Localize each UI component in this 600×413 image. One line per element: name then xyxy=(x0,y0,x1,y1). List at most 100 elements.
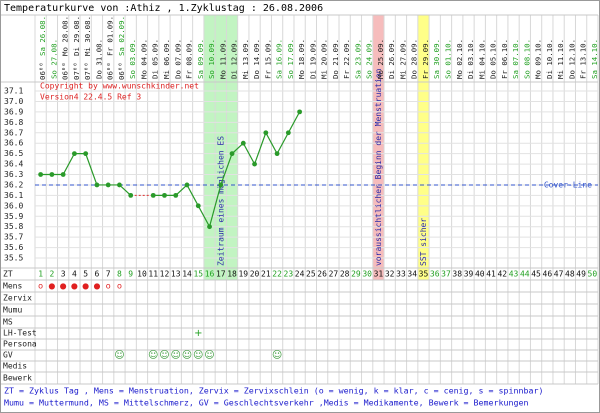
temperature-point xyxy=(297,109,303,115)
day-number: 16 xyxy=(205,270,215,279)
day-number: 49 xyxy=(576,270,586,279)
day-number: 41 xyxy=(486,270,496,279)
cover-line-label: Cover-Line xyxy=(544,180,592,189)
date-label: Fr 06.10. xyxy=(500,39,509,79)
date-label: So 03.09. xyxy=(128,39,137,79)
day-number: 20 xyxy=(250,270,260,279)
date-label: Mi 04.10. xyxy=(477,39,486,79)
temperature-point xyxy=(240,140,246,146)
y-tick-label: 36.0 xyxy=(4,201,23,210)
date-label: Mo 11.09. xyxy=(218,39,227,79)
temperature-point xyxy=(184,182,190,188)
y-tick-label: 35.5 xyxy=(4,254,23,263)
temperature-point xyxy=(263,130,269,136)
mens-symbol: o xyxy=(106,282,111,291)
time-label: 06⁰⁰ xyxy=(117,62,126,80)
temperature-point xyxy=(49,172,55,177)
date-label: Di 19.09. xyxy=(308,39,317,79)
day-number: 12 xyxy=(160,270,170,279)
gv-symbol: ☺ xyxy=(148,350,158,361)
day-number: 6 xyxy=(95,270,100,279)
gv-symbol: ☺ xyxy=(204,350,214,361)
mens-symbol: ● xyxy=(93,282,100,291)
date-label: So 01.10. xyxy=(443,39,452,79)
date-label: So 08.10. xyxy=(522,39,531,79)
date-label: Fr 13.10. xyxy=(579,39,588,79)
day-number: 15 xyxy=(193,270,203,279)
date-label: Do 05.10. xyxy=(489,39,498,79)
y-tick-label: 35.9 xyxy=(4,212,23,221)
date-label: So 10.09. xyxy=(207,39,216,79)
y-tick-label: 37.1 xyxy=(4,87,23,96)
day-number: 40 xyxy=(475,270,485,279)
background-layer xyxy=(203,15,430,280)
day-number: 10 xyxy=(137,270,147,279)
date-label: Di 10.10. xyxy=(545,39,554,79)
temperature-point xyxy=(173,192,179,198)
day-number: 35 xyxy=(419,270,429,279)
day-number: 50 xyxy=(588,270,598,279)
mens-symbol: ● xyxy=(71,282,78,291)
temperature-point xyxy=(229,151,235,157)
y-tick-label: 36.6 xyxy=(4,139,23,148)
date-label: Fr 22.09. xyxy=(342,39,351,79)
day-number: 34 xyxy=(407,270,417,279)
temperature-point xyxy=(150,192,156,198)
day-number: 2 xyxy=(49,270,54,279)
day-number: 30 xyxy=(362,270,372,279)
mens-symbol: o xyxy=(117,282,122,291)
day-number: 38 xyxy=(452,270,462,279)
date-label: Sa 07.10. xyxy=(511,39,520,79)
footer-line: Mumu = Muttermund, MS = Mittelschmerz, G… xyxy=(4,398,529,408)
band-label: Zeitraum eines möglichen ES xyxy=(216,136,225,266)
highlight-band xyxy=(417,15,430,280)
day-number: 45 xyxy=(531,270,541,279)
row-label: Zervix xyxy=(3,294,32,303)
mens-symbol: ● xyxy=(82,282,89,291)
day-number: 25 xyxy=(306,270,316,279)
day-number: 9 xyxy=(128,270,133,279)
time-label: 06⁰⁰ xyxy=(106,62,115,80)
date-label: Sa 30.09. xyxy=(432,39,441,79)
grid-layer xyxy=(1,14,599,385)
date-label: Mi 13.09. xyxy=(241,39,250,79)
date-label: Do 21.09. xyxy=(331,39,340,79)
time-label: 06⁰⁰ xyxy=(61,62,70,80)
band-label: voraussichtlicher Beginn der Menstruatio… xyxy=(374,68,383,266)
day-number: 13 xyxy=(171,270,181,279)
y-tick-label: 35.6 xyxy=(4,243,23,252)
highlight-band xyxy=(372,15,385,280)
date-label: Di 29.08. xyxy=(72,16,81,56)
day-number: 7 xyxy=(106,270,111,279)
temperature-point xyxy=(83,151,89,157)
row-label: Persona xyxy=(3,340,37,349)
temperature-point xyxy=(105,182,111,188)
date-label: Mi 30.08. xyxy=(83,16,92,56)
temperature-point xyxy=(162,192,167,198)
day-number: 22 xyxy=(272,270,282,279)
date-label: Di 26.09. xyxy=(387,39,396,79)
date-label: Fr 29.09. xyxy=(421,39,430,79)
day-number: 18 xyxy=(227,270,237,279)
day-number: 47 xyxy=(554,270,564,279)
row-label: Mens xyxy=(3,282,22,291)
day-number: 3 xyxy=(61,270,66,279)
date-label: Sa 14.10. xyxy=(590,39,599,79)
date-label: Mi 20.09. xyxy=(320,39,329,79)
temperature-point xyxy=(285,130,291,136)
day-number: 1 xyxy=(38,270,43,279)
chart-title: Temperaturkurve von :Athiz , 1.Zyklustag… xyxy=(4,3,323,14)
date-label: Do 14.09. xyxy=(252,39,261,79)
day-number: 4 xyxy=(72,270,77,279)
y-tick-label: 36.8 xyxy=(4,118,23,127)
version: Version4 22.4.5 Ref 3 xyxy=(40,93,141,102)
day-number: 26 xyxy=(317,270,327,279)
date-label: Sa 23.09. xyxy=(353,39,362,79)
temperature-point xyxy=(60,172,66,177)
date-label: Do 31.08. xyxy=(94,39,103,79)
day-number: 44 xyxy=(520,270,530,279)
y-tick-label: 36.3 xyxy=(4,170,23,179)
day-number: 31 xyxy=(374,270,384,279)
day-number: 8 xyxy=(117,270,122,279)
